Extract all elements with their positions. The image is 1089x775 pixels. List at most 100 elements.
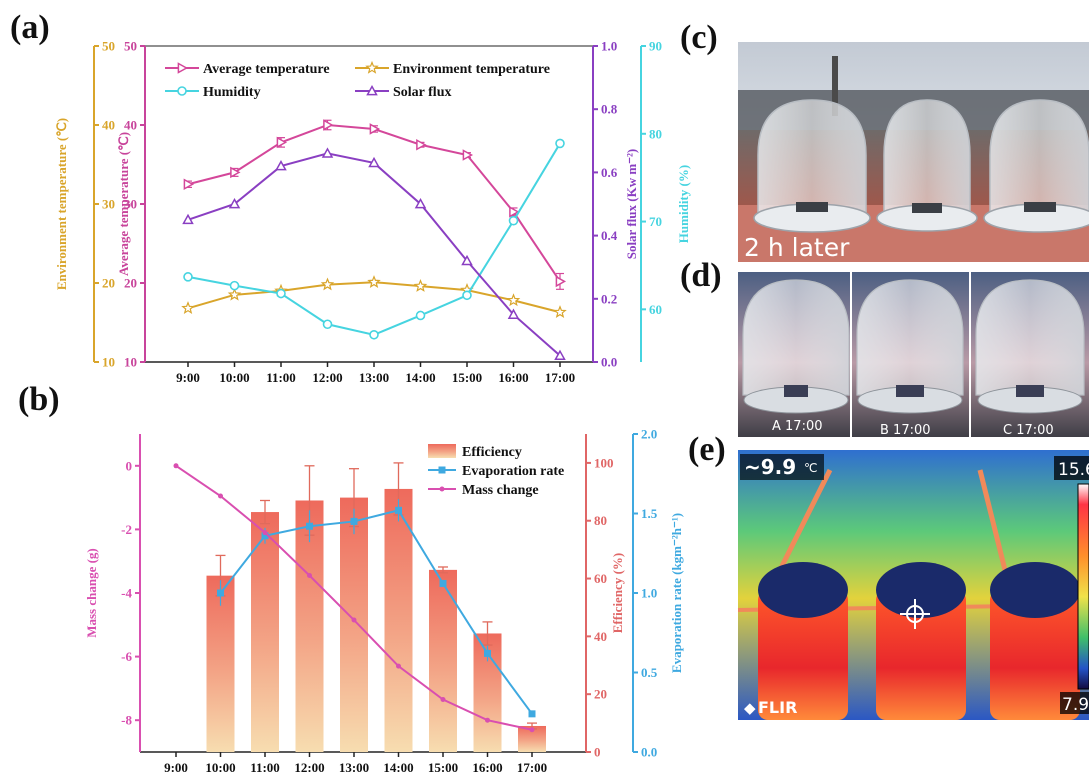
b-evap-axis-tick-label: 1.0 (641, 586, 657, 601)
b-data-point (529, 727, 535, 733)
a-humidity-axis-tick-label: 60 (649, 302, 662, 317)
a-legend-label: Average temperature (203, 62, 330, 77)
a-data-point (367, 275, 381, 288)
b-data-point (440, 697, 446, 703)
a-humidity-axis-tick-label: 80 (649, 126, 662, 141)
panel-label-c: (c) (680, 19, 718, 56)
b-legend-label: Evaporation rate (462, 464, 564, 479)
b-legend-label: Mass change (462, 483, 539, 498)
b-x-tick-label: 9:00 (164, 760, 188, 775)
a-env-axis-tick-label: 40 (102, 118, 115, 133)
a-data-point (275, 160, 287, 171)
a-data-point (323, 119, 334, 131)
a-data-point (413, 279, 428, 292)
thermal-brand: FLIR (758, 698, 797, 717)
crosshair-icon (900, 599, 930, 629)
a-x-tick-label: 10:00 (219, 370, 249, 385)
b-x-tick-label: 12:00 (294, 760, 324, 775)
a-legend-label: Solar flux (393, 85, 451, 100)
a-data-point (462, 149, 474, 161)
a-data-point (230, 166, 241, 179)
thermal-cylinder-1 (758, 562, 848, 720)
photo-e-thermal: ~9.9 ℃ 15.6 7.9 ◆ FLIR (737, 450, 1089, 720)
b-data-point (173, 463, 179, 469)
a-data-point (182, 213, 194, 225)
b-legend-swatch (428, 444, 456, 458)
thermal-cylinder-2 (876, 562, 966, 720)
b-x-tick-label: 11:00 (250, 760, 280, 775)
a-data-point (461, 254, 473, 266)
b-efficiency-bar (340, 497, 368, 752)
b-eff-axis-tick-label: 100 (594, 455, 614, 470)
a-legend-label: Humidity (203, 85, 261, 100)
a-data-point (320, 277, 335, 291)
a-data-point (507, 308, 520, 319)
a-data-point (276, 288, 286, 299)
chart-a: 9:00 10:00 11:00 12:00 13:00 14:00 15:00 16:00 1… (54, 39, 691, 386)
a-solar-axis-tick-label: 0.2 (601, 291, 617, 306)
a-env-axis-title: Environment temperature (℃) (54, 118, 69, 290)
a-legend-marker (365, 60, 379, 74)
a-x-tick-label: 13:00 (359, 370, 389, 385)
a-data-point (276, 136, 288, 149)
a-data-point (555, 275, 567, 288)
thermal-scale-max: 15.6 (1058, 460, 1089, 480)
a-solar-axis-tick-label: 0.0 (601, 355, 617, 370)
b-x-tick-label: 16:00 (472, 760, 502, 775)
b-eff-axis-tick-label: 0 (594, 745, 601, 760)
thermal-color-scale (1077, 483, 1089, 690)
b-data-point (218, 493, 223, 499)
a-data-point (183, 272, 193, 282)
a-data-point (229, 280, 240, 291)
b-series-line-evaporation-rate (219, 509, 533, 715)
b-mass-axis-title: Mass change (g) (84, 548, 99, 638)
b-data-point (528, 710, 536, 718)
a-x-tick-label: 16:00 (498, 370, 528, 385)
a-env-axis-tick-label: 50 (102, 39, 115, 54)
a-avg-axis-tick-label: 30 (124, 197, 137, 212)
b-evap-axis-tick-label: 0.5 (641, 665, 658, 680)
a-data-point (227, 287, 242, 301)
b-x-tick-label: 14:00 (383, 760, 413, 775)
a-solar-axis-tick-label: 1.0 (601, 39, 617, 54)
a-series-line-humidity (187, 142, 561, 336)
a-data-point (183, 178, 195, 191)
b-data-point (307, 573, 312, 579)
a-solar-axis-title: Solar flux (Kw m⁻²) (624, 149, 639, 260)
a-humidity-axis-tick-label: 90 (649, 39, 662, 54)
b-eff-axis-tick-label: 80 (594, 513, 607, 528)
a-data-point (415, 310, 426, 321)
b-evap-axis-title: Evaporation rate (kgm⁻²h⁻¹) (669, 513, 684, 673)
b-mass-axis-tick-label: -2 (121, 522, 132, 537)
b-eff-axis-tick-label: 20 (594, 687, 607, 702)
dome-d-2 (856, 279, 964, 414)
b-legend-marker (438, 466, 446, 474)
b-efficiency-bar (251, 512, 279, 752)
flir-logo-icon: ◆ (744, 699, 756, 717)
a-data-point (462, 290, 472, 301)
a-env-axis-tick-label: 30 (102, 197, 115, 212)
dome-c-1 (753, 99, 871, 233)
a-avg-axis-tick-label: 20 (124, 276, 137, 291)
a-data-point (181, 301, 195, 315)
b-evap-axis-tick-label: 1.5 (641, 506, 658, 521)
a-data-point (228, 197, 241, 209)
b-data-point (484, 649, 491, 657)
chart-b: 9:00 10:00 11:00 12:00 13:00 14:00 15:00 16:00 1… (84, 427, 684, 775)
b-data-point (439, 579, 447, 587)
a-solar-axis-tick-label: 0.6 (601, 165, 618, 180)
thermal-temp-unit: ℃ (804, 461, 817, 475)
b-mass-axis-tick-label: -6 (121, 649, 132, 664)
photo-d-caption-a: A 17:00 (772, 419, 823, 434)
a-data-point (509, 206, 520, 218)
a-humidity-axis-tick-label: 70 (649, 214, 662, 229)
a-legend-marker (366, 84, 378, 96)
a-data-point (369, 123, 381, 135)
a-x-tick-label: 11:00 (266, 370, 296, 385)
b-legend-label: Efficiency (462, 445, 522, 460)
a-series-line-average-temperature (187, 123, 561, 282)
dome-c-3 (983, 99, 1089, 233)
b-data-point (396, 663, 401, 669)
b-legend-marker (439, 486, 445, 492)
